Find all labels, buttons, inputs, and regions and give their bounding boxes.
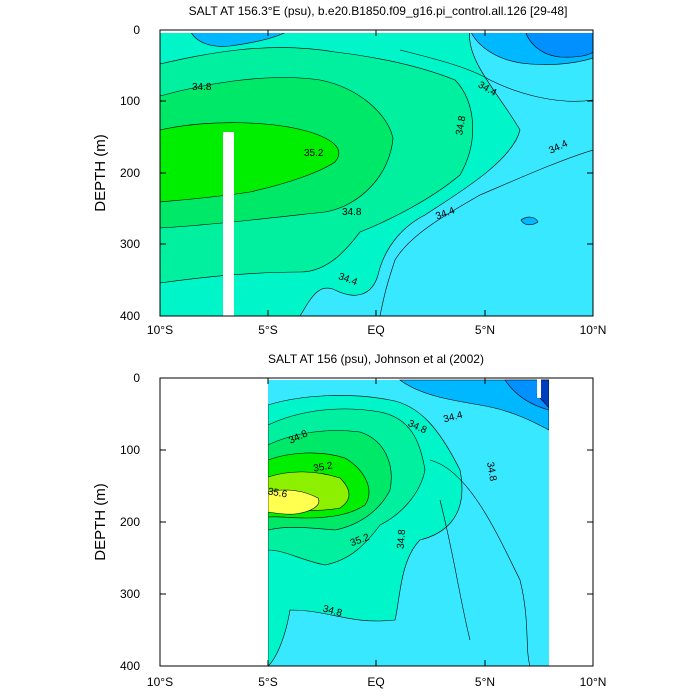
x-tick-label: 10°N (580, 675, 607, 689)
top-y-tick-labels: 0 100 200 300 400 (120, 23, 140, 323)
x-tick-label: 5°S (258, 323, 277, 337)
y-tick-label: 200 (120, 166, 140, 180)
top-contour-fill (160, 30, 593, 316)
x-tick-label: EQ (367, 675, 384, 689)
x-tick-label: 5°N (475, 323, 495, 337)
bottom-y-tick-labels: 0 100 200 300 400 (120, 371, 140, 673)
x-tick-label: 10°N (580, 323, 607, 337)
contour-label: 34.8 (484, 461, 498, 483)
contour-label: 35.6 (267, 486, 289, 500)
top-y-axis-label: DEPTH (m) (92, 134, 109, 212)
y-tick-label: 0 (133, 371, 140, 385)
x-tick-label: 10°S (147, 323, 173, 337)
y-tick-label: 100 (120, 94, 140, 108)
top-title: SALT AT 156.3°E (psu), b.e20.B1850.f09_g… (189, 4, 568, 18)
top-panel: SALT AT 156.3°E (psu), b.e20.B1850.f09_g… (92, 4, 606, 337)
contour-label: 34.8 (322, 604, 344, 620)
y-tick-label: 200 (120, 515, 140, 529)
x-tick-label: 5°N (475, 675, 495, 689)
y-tick-label: 300 (120, 587, 140, 601)
contour-label: 34.8 (395, 529, 408, 550)
contour-label: 35.2 (304, 148, 324, 159)
y-tick-label: 100 (120, 443, 140, 457)
top-axis-ticks (159, 29, 594, 317)
x-tick-label: 5°S (258, 675, 277, 689)
contour-label: 34.8 (342, 207, 362, 218)
bottom-axis-ticks (159, 378, 594, 666)
y-tick-label: 300 (120, 237, 140, 251)
bottom-title: SALT AT 156 (psu), Johnson et al (2002) (268, 352, 484, 366)
contour-label: 35.2 (312, 460, 334, 474)
y-tick-label: 400 (120, 659, 140, 673)
bottom-x-tick-labels: 10°S 5°S EQ 5°N 10°N (147, 675, 606, 689)
x-tick-label: EQ (367, 323, 384, 337)
bottom-contour-labels: 34.4 34.8 34.8 35.2 35.6 34.8 35.2 34.8 … (267, 410, 498, 620)
bottom-panel: SALT AT 156 (psu), Johnson et al (2002) … (92, 352, 606, 689)
bottom-contour-fill (160, 378, 593, 666)
contour-label: 34.4 (442, 410, 464, 426)
y-tick-label: 0 (133, 23, 140, 37)
x-tick-label: 10°S (147, 675, 173, 689)
top-x-tick-labels: 10°S 5°S EQ 5°N 10°N (147, 323, 606, 337)
y-tick-label: 400 (120, 309, 140, 323)
contour-label: 34.8 (192, 82, 212, 93)
bottom-y-axis-label: DEPTH (m) (92, 483, 109, 561)
contour-label: 34.8 (454, 115, 468, 137)
